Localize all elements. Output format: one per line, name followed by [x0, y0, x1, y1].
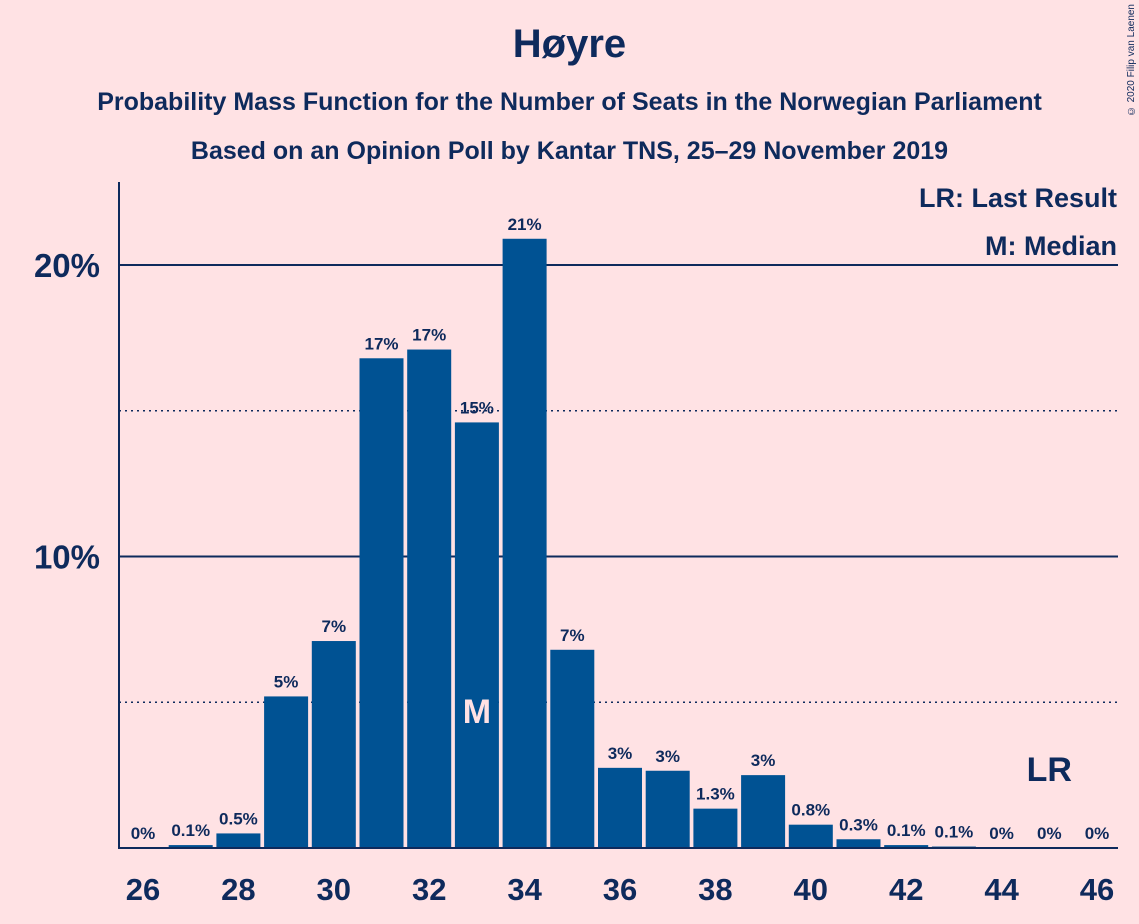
legend-last-result: LR: Last Result [918, 183, 1117, 213]
chart-title: Høyre [512, 22, 627, 66]
bar-seat-31 [359, 358, 404, 848]
last-result-marker: LR [1027, 751, 1072, 789]
value-label-seat-39: 3% [751, 751, 776, 770]
x-tick-label: 42 [889, 872, 923, 907]
value-label-seat-45: 0% [1037, 824, 1062, 843]
x-tick-label: 34 [507, 872, 542, 907]
value-label-seat-41: 0.3% [839, 815, 878, 834]
bar-seat-33 [454, 422, 499, 848]
value-label-seat-32: 17% [412, 326, 446, 345]
value-label-seat-38: 1.3% [696, 785, 735, 804]
bar-seat-35 [550, 649, 595, 848]
bar-seat-42 [884, 845, 929, 848]
x-tick-label: 40 [794, 872, 828, 907]
value-label-seat-30: 7% [322, 617, 347, 636]
bar-seat-32 [407, 349, 452, 848]
value-label-seat-35: 7% [560, 626, 585, 645]
x-tick-label: 32 [412, 872, 446, 907]
x-tick-label: 26 [126, 872, 160, 907]
median-marker: M [463, 693, 491, 731]
x-tick-label: 36 [603, 872, 637, 907]
bar-seat-40 [788, 824, 833, 848]
value-label-seat-28: 0.5% [219, 809, 258, 828]
bar-seat-27 [168, 845, 213, 848]
bar-seat-29 [264, 696, 309, 848]
x-tick-label: 38 [698, 872, 732, 907]
value-label-seat-43: 0.1% [935, 823, 974, 842]
y-tick-label: 20% [34, 247, 100, 284]
value-label-seat-42: 0.1% [887, 821, 926, 840]
bar-seat-41 [836, 839, 881, 848]
value-label-seat-40: 0.8% [791, 801, 830, 820]
value-label-seat-46: 0% [1085, 824, 1110, 843]
bar-seat-39 [741, 775, 786, 848]
value-label-seat-26: 0% [131, 824, 156, 843]
value-label-seat-31: 17% [364, 334, 398, 353]
chart-subtitle: Probability Mass Function for the Number… [97, 88, 1042, 116]
bar-seat-34 [502, 238, 547, 848]
value-label-seat-36: 3% [608, 744, 633, 763]
value-label-seat-27: 0.1% [171, 821, 210, 840]
x-tick-label: 28 [221, 872, 255, 907]
value-label-seat-34: 21% [508, 215, 542, 234]
chart-subtitle-poll: Based on an Opinion Poll by Kantar TNS, … [190, 137, 949, 165]
value-label-seat-33: 15% [460, 398, 494, 417]
x-tick-label: 30 [317, 872, 351, 907]
value-label-seat-37: 3% [655, 747, 680, 766]
value-label-seat-29: 5% [274, 672, 299, 691]
x-tick-label: 46 [1080, 872, 1114, 907]
bar-seat-37 [645, 770, 690, 848]
value-label-seat-44: 0% [989, 824, 1014, 843]
legend-median: M: Median [985, 231, 1117, 261]
bar-seat-38 [693, 808, 738, 848]
bar-seat-36 [598, 767, 642, 848]
bar-seat-28 [216, 833, 261, 848]
bar-seat-30 [311, 641, 356, 848]
y-tick-label: 10% [34, 539, 100, 576]
x-tick-label: 44 [984, 872, 1019, 907]
